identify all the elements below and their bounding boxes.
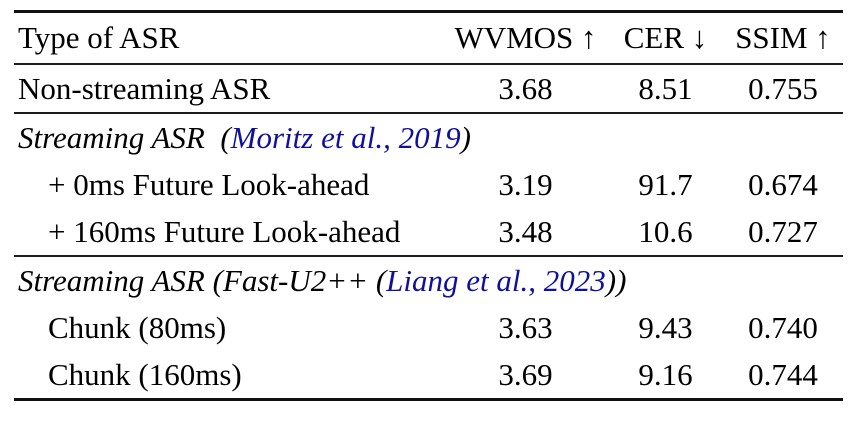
cell-wvmos: 3.69 xyxy=(498,356,553,392)
column-header-type-of-asr: Type of ASR xyxy=(14,11,443,65)
section-heading: Streaming ASR (Moritz et al., 2019) xyxy=(14,113,843,161)
cell-ssim: 0.674 xyxy=(748,166,818,202)
citation-link-moritz-2019[interactable]: Moritz et al., 2019 xyxy=(230,119,461,155)
citation-link-liang-2023[interactable]: Liang et al., 2023 xyxy=(386,262,606,298)
table-row-0ms-lookahead: + 0ms Future Look-ahead 3.19 91.7 0.674 xyxy=(14,161,843,208)
cell-ssim: 0.727 xyxy=(723,208,843,257)
cell-ssim: 0.744 xyxy=(748,356,818,392)
table-row-non-streaming: Non-streaming ASR 3.68 8.51 0.755 xyxy=(14,64,843,114)
row-label: Chunk (80ms) xyxy=(48,309,227,345)
cell-wvmos: 3.68 xyxy=(443,64,608,114)
asr-results-table: Type of ASR WVMOS ↑ CER ↓ SSIM ↑ Non-str… xyxy=(14,10,843,401)
section-suffix: ) xyxy=(460,119,471,155)
section-prefix: Streaming ASR ( xyxy=(18,119,231,155)
section-row-streaming-fast-u2: Streaming ASR (Fast-U2++ (Liang et al., … xyxy=(14,256,843,304)
table-row-chunk-80ms: Chunk (80ms) 3.63 9.43 0.740 xyxy=(14,304,843,351)
column-header-ssim: SSIM ↑ xyxy=(723,11,843,65)
row-label: + 0ms Future Look-ahead xyxy=(48,166,370,202)
section-heading: Streaming ASR (Fast-U2++ (Liang et al., … xyxy=(14,256,843,304)
cell-cer: 9.43 xyxy=(638,309,693,345)
cell-wvmos: 3.63 xyxy=(498,309,553,345)
row-label: Non-streaming ASR xyxy=(14,64,443,114)
cell-wvmos: 3.48 xyxy=(443,208,608,257)
cell-cer: 10.6 xyxy=(608,208,723,257)
cell-ssim: 0.740 xyxy=(748,309,818,345)
cell-cer: 8.51 xyxy=(608,64,723,114)
row-label: Chunk (160ms) xyxy=(48,356,242,392)
row-label: + 160ms Future Look-ahead xyxy=(14,208,443,257)
column-header-wvmos: WVMOS ↑ xyxy=(443,11,608,65)
header-row: Type of ASR WVMOS ↑ CER ↓ SSIM ↑ xyxy=(14,11,843,65)
cell-wvmos: 3.19 xyxy=(498,166,553,202)
section-prefix: Streaming ASR (Fast-U2++ ( xyxy=(18,262,387,298)
section-row-streaming-moritz: Streaming ASR (Moritz et al., 2019) xyxy=(14,113,843,161)
table-row-160ms-lookahead: + 160ms Future Look-ahead 3.48 10.6 0.72… xyxy=(14,208,843,257)
cell-cer: 91.7 xyxy=(638,166,693,202)
section-suffix: )) xyxy=(605,262,627,298)
cell-ssim: 0.755 xyxy=(723,64,843,114)
table-row-chunk-160ms: Chunk (160ms) 3.69 9.16 0.744 xyxy=(14,351,843,400)
cell-cer: 9.16 xyxy=(638,356,693,392)
column-header-cer: CER ↓ xyxy=(608,11,723,65)
